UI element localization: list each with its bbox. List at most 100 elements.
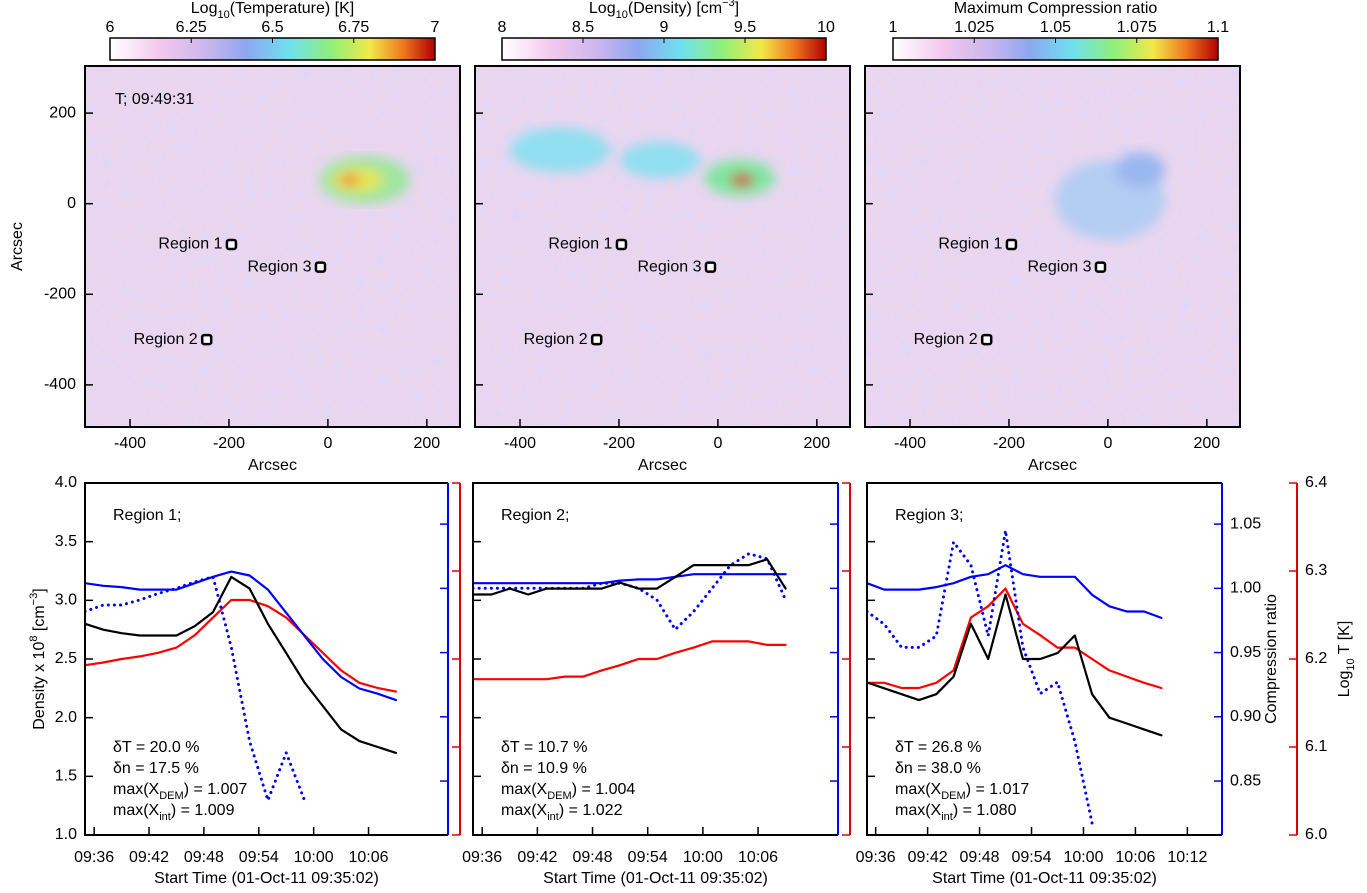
colorbar-label-part: ] bbox=[735, 0, 739, 17]
stat-line-part: δn = 38.0 % bbox=[895, 760, 981, 777]
map-frame bbox=[864, 65, 1241, 428]
colorbar-tick-label: 6 bbox=[106, 19, 115, 36]
colorbar-label-part: Log bbox=[191, 0, 218, 17]
line bbox=[473, 558, 787, 596]
y-tick-label: 200 bbox=[49, 104, 76, 121]
stat-line: max(Xint) = 1.080 bbox=[895, 802, 1017, 823]
map-frame bbox=[84, 65, 461, 428]
y-axis-label-part: 8 bbox=[28, 636, 40, 642]
x-tick-label: 09:48 bbox=[573, 849, 613, 866]
colorbar-tick-label: 8.5 bbox=[572, 19, 594, 36]
stat-line-part: DEM bbox=[547, 790, 571, 802]
x-tick-label: 09:42 bbox=[517, 849, 557, 866]
stat-line-part: DEM bbox=[159, 790, 183, 802]
y-tick-label: 3.0 bbox=[55, 592, 77, 609]
stat-line-part: ) = 1.009 bbox=[171, 802, 235, 819]
y3-axis-label-part: Log bbox=[1336, 671, 1353, 698]
x-tick-label: 10:06 bbox=[349, 849, 389, 866]
y3-tick-label: 6.3 bbox=[1305, 562, 1327, 579]
region-box bbox=[980, 333, 993, 346]
stat-line-part: int bbox=[159, 811, 171, 823]
x-tick-label: 09:42 bbox=[129, 849, 169, 866]
line bbox=[867, 587, 1163, 690]
map-feature bbox=[320, 156, 410, 204]
region-label: Region 2 bbox=[914, 331, 978, 348]
stat-line-part: ) = 1.004 bbox=[572, 781, 636, 798]
region-box bbox=[314, 261, 327, 273]
stat-line-part: int bbox=[547, 811, 559, 823]
colorbar-label-part: 10 bbox=[217, 9, 229, 21]
x-tick-label: -200 bbox=[603, 435, 635, 452]
region-box bbox=[590, 333, 603, 346]
colorbar-tick-label: 7 bbox=[431, 19, 440, 36]
y2-tick-label: 0.90 bbox=[1230, 708, 1261, 725]
x-tick-label: 09:36 bbox=[856, 849, 896, 866]
stat-line: max(Xint) = 1.022 bbox=[501, 802, 623, 823]
colorbar-tick-label: 10 bbox=[817, 19, 835, 36]
stat-line-part: DEM bbox=[941, 790, 965, 802]
colorbar-tick-label: 6.25 bbox=[176, 19, 207, 36]
x-tick-label: 09:48 bbox=[184, 849, 224, 866]
region-label: Region 1 bbox=[938, 236, 1002, 253]
stat-line-part: δn = 10.9 % bbox=[501, 760, 587, 777]
dotted-line bbox=[867, 529, 1094, 825]
stat-line-part: int bbox=[941, 811, 953, 823]
y-tick-label: 3.5 bbox=[55, 533, 77, 550]
x-tick-label: 09:54 bbox=[1011, 849, 1051, 866]
stat-line-part: max(X bbox=[113, 802, 160, 819]
region-box bbox=[704, 261, 717, 273]
y3-tick-label: 6.2 bbox=[1305, 650, 1327, 667]
colorbar-label: Log10(Density) [cm−3] bbox=[589, 0, 739, 21]
colorbar-tick-label: 6.75 bbox=[338, 19, 369, 36]
stat-line-part: ) = 1.017 bbox=[966, 781, 1030, 798]
dotted-line bbox=[85, 575, 306, 802]
colorbar-tick-label: 1.05 bbox=[1040, 19, 1071, 36]
y2-tick-label: 1.05 bbox=[1230, 515, 1261, 532]
stat-line-part: ) = 1.080 bbox=[953, 802, 1017, 819]
x-tick-label: -200 bbox=[213, 435, 245, 452]
x-axis-label: Start Time (01-Oct-11 09:35:02) bbox=[543, 870, 768, 887]
line bbox=[867, 564, 1163, 619]
x-tick-label: -400 bbox=[504, 435, 536, 452]
stat-line-part: δT = 20.0 % bbox=[113, 739, 199, 756]
line bbox=[867, 593, 1163, 737]
colorbar-label-part: Log bbox=[589, 0, 616, 17]
y3-tick-label: 6.0 bbox=[1305, 826, 1327, 843]
region-box bbox=[615, 238, 628, 251]
stat-line-part: max(X bbox=[895, 802, 942, 819]
y-axis-label: Density x 108 [cm−3] bbox=[28, 588, 48, 729]
colorbar-tick-label: 1.025 bbox=[954, 19, 994, 36]
colorbar-tick-label: 8 bbox=[498, 19, 507, 36]
region-label: Region 2 bbox=[524, 331, 588, 348]
map-backgrounds bbox=[85, 66, 1240, 427]
colorbar-label: Log10(Temperature) [K] bbox=[191, 0, 354, 21]
colorbar-tick-label: 9.5 bbox=[734, 19, 756, 36]
map-frame bbox=[474, 65, 851, 428]
stat-line-part: δT = 10.7 % bbox=[501, 739, 587, 756]
map-feature bbox=[510, 128, 775, 196]
y-tick-label: -400 bbox=[44, 376, 76, 393]
y-axis-label-part: [cm bbox=[31, 605, 48, 635]
region-label: Region 1 bbox=[158, 236, 222, 253]
x-tick-label: 200 bbox=[1194, 435, 1221, 452]
stat-line: δT = 10.7 % bbox=[501, 739, 587, 756]
colorbar-label-part: (Density) [cm bbox=[628, 0, 722, 17]
y-axis-label: Arcsec bbox=[9, 222, 26, 271]
y-tick-label: 0 bbox=[67, 195, 76, 212]
y-tick-label: 2.5 bbox=[55, 650, 77, 667]
x-tick-label: 10:00 bbox=[294, 849, 334, 866]
y3-axis-label-part: T [K] bbox=[1336, 621, 1353, 659]
line bbox=[85, 598, 398, 693]
map-texture bbox=[85, 66, 460, 427]
line bbox=[473, 640, 787, 681]
y3-tick-label: 6.4 bbox=[1305, 474, 1327, 491]
x-tick-label: 09:42 bbox=[908, 849, 948, 866]
stat-line: max(Xint) = 1.009 bbox=[113, 802, 235, 823]
colorbar-label: Maximum Compression ratio bbox=[954, 0, 1158, 17]
y-axis-label-part: Density x 10 bbox=[31, 642, 48, 730]
stat-line: δn = 38.0 % bbox=[895, 760, 981, 777]
x-tick-label: 10:06 bbox=[1115, 849, 1155, 866]
region-box bbox=[200, 333, 213, 346]
x-tick-label: 0 bbox=[713, 435, 722, 452]
